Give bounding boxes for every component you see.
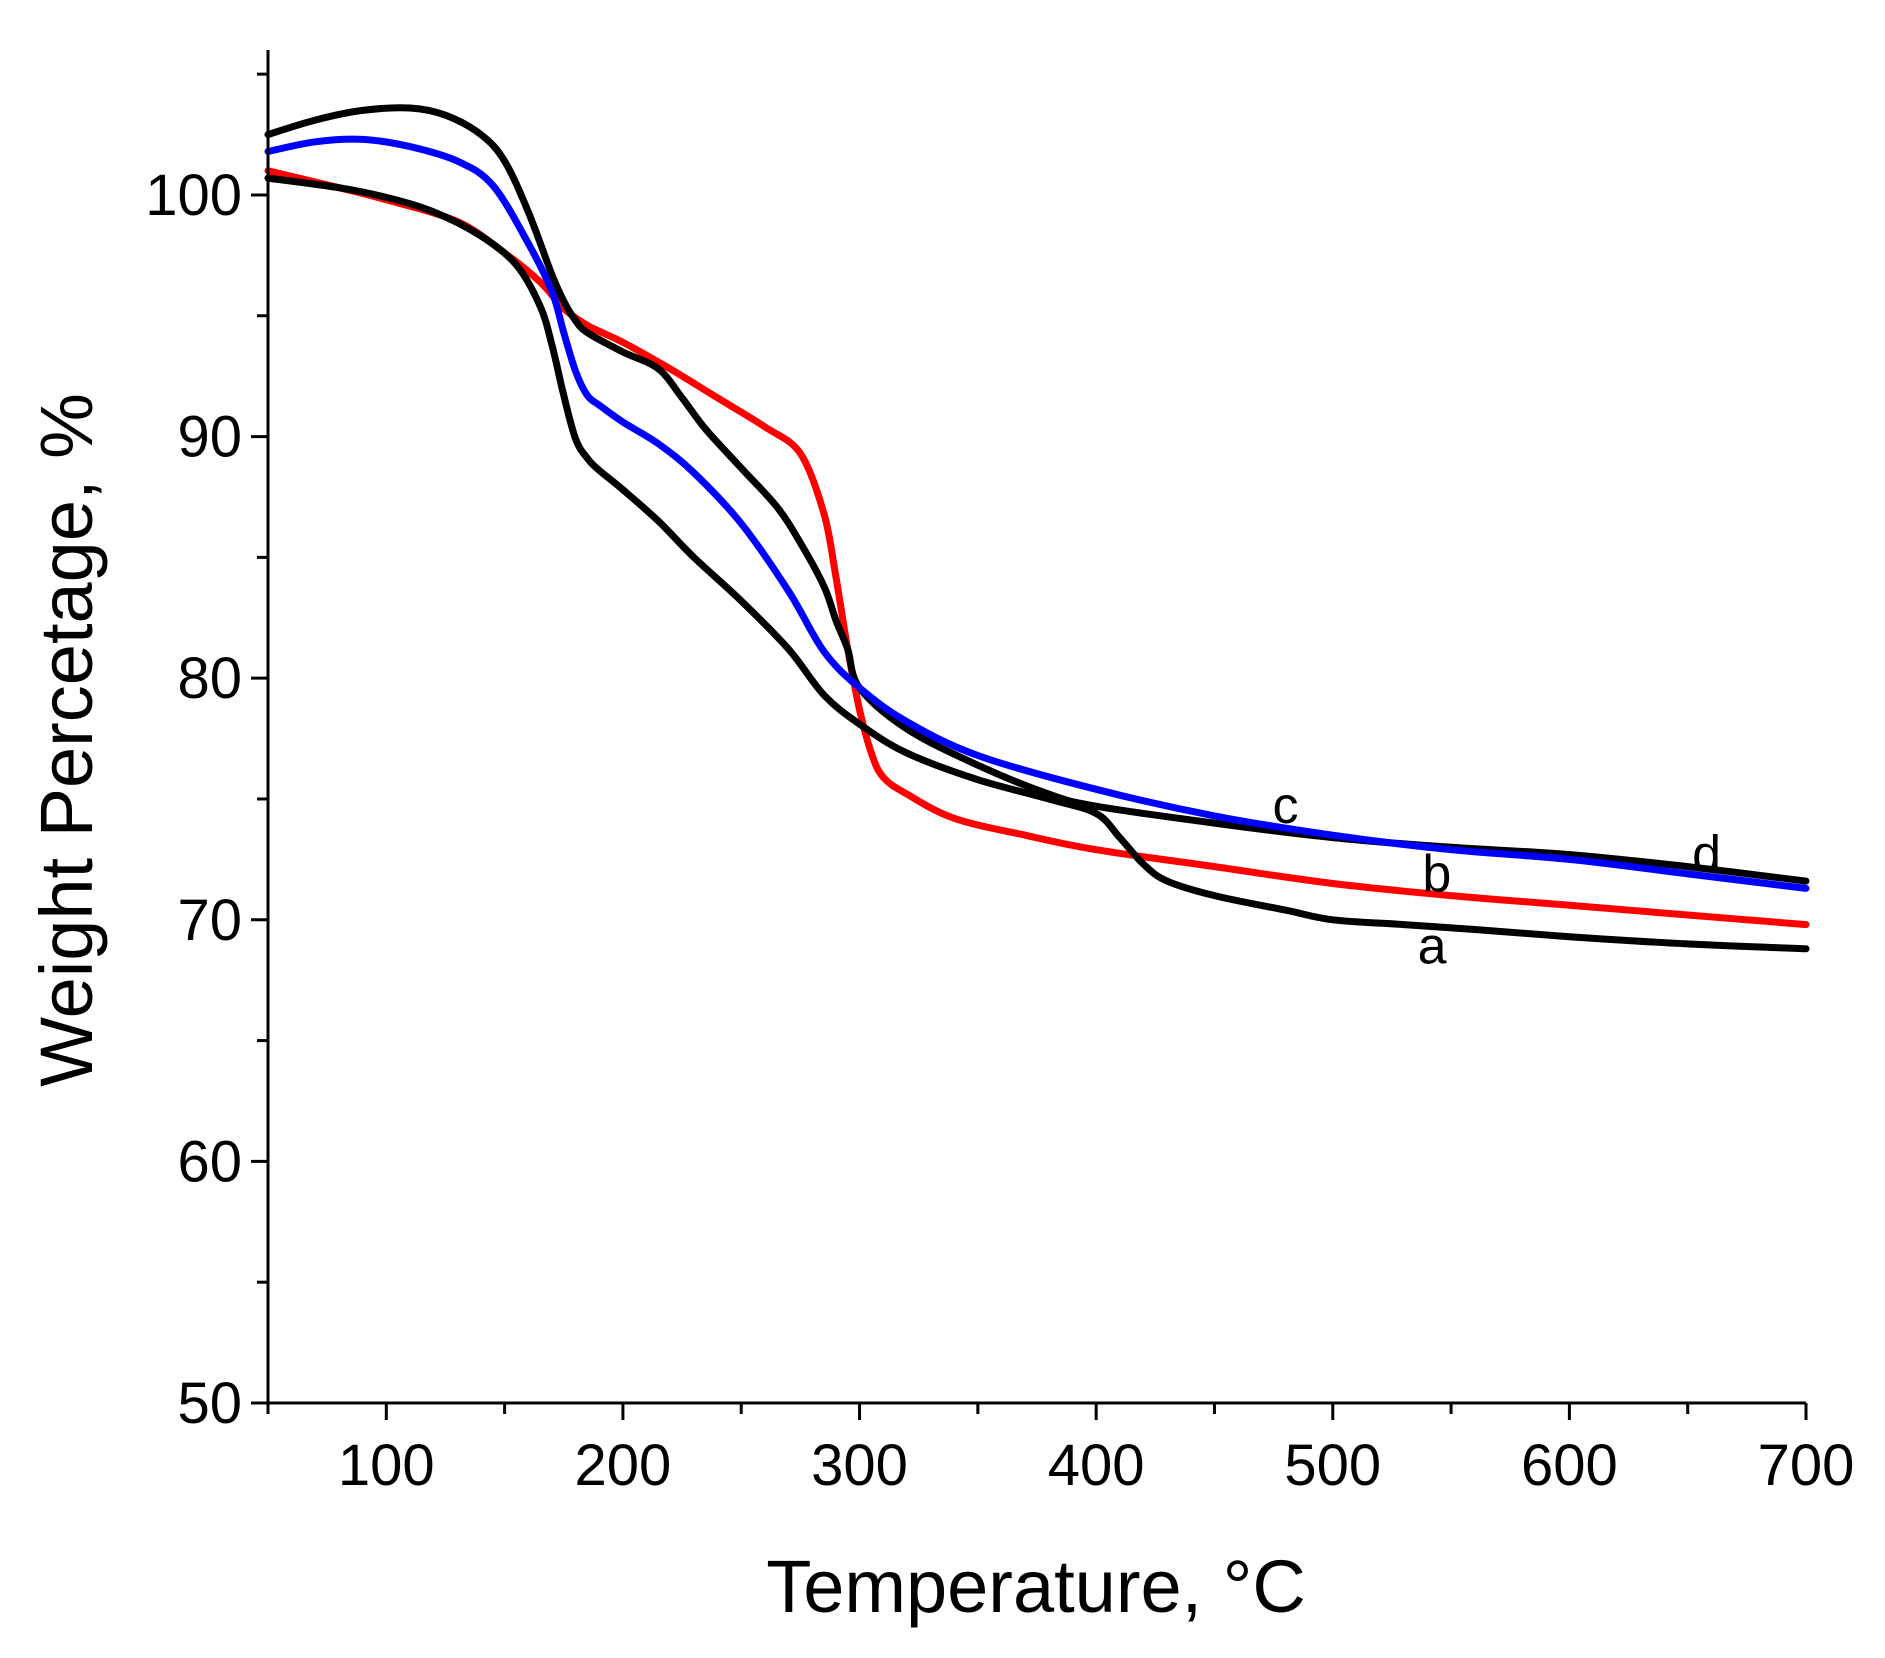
y-tick-label: 80: [177, 646, 242, 711]
x-axis-title: Temperature, °C: [766, 1545, 1306, 1628]
x-tick-label: 200: [575, 1433, 672, 1498]
x-tick-label: 500: [1284, 1433, 1381, 1498]
x-tick-label: 100: [338, 1433, 435, 1498]
axes: [266, 50, 1806, 1405]
series-label-d: d: [1692, 825, 1721, 883]
y-ticks: 50 60 70 80 90 100: [145, 72, 268, 1436]
y-tick-label: 50: [177, 1371, 242, 1436]
plot-series: [264, 104, 1810, 953]
y-tick-label: 70: [177, 888, 242, 953]
y-tick-label: 90: [177, 405, 242, 470]
series-line-b: [264, 167, 1810, 929]
series-label-b: b: [1422, 845, 1451, 903]
series-label-c: c: [1272, 777, 1298, 835]
y-tick-label: 60: [177, 1129, 242, 1194]
series-label-a: a: [1418, 917, 1447, 975]
y-axis-title: Weight Percetage, %: [25, 393, 108, 1087]
x-tick-label: 300: [811, 1433, 908, 1498]
series-line-c: [264, 135, 1810, 892]
x-tick-label: 400: [1048, 1433, 1145, 1498]
y-tick-label: 100: [145, 163, 242, 228]
annotations: ab c d: [1272, 777, 1721, 975]
x-tick-label: 600: [1521, 1433, 1618, 1498]
x-tick-label: 700: [1758, 1433, 1855, 1498]
series-line-a: [264, 174, 1810, 953]
series-line-d: [264, 104, 1810, 885]
x-ticks: 100 200 300 400 500 600 700: [266, 1403, 1855, 1498]
